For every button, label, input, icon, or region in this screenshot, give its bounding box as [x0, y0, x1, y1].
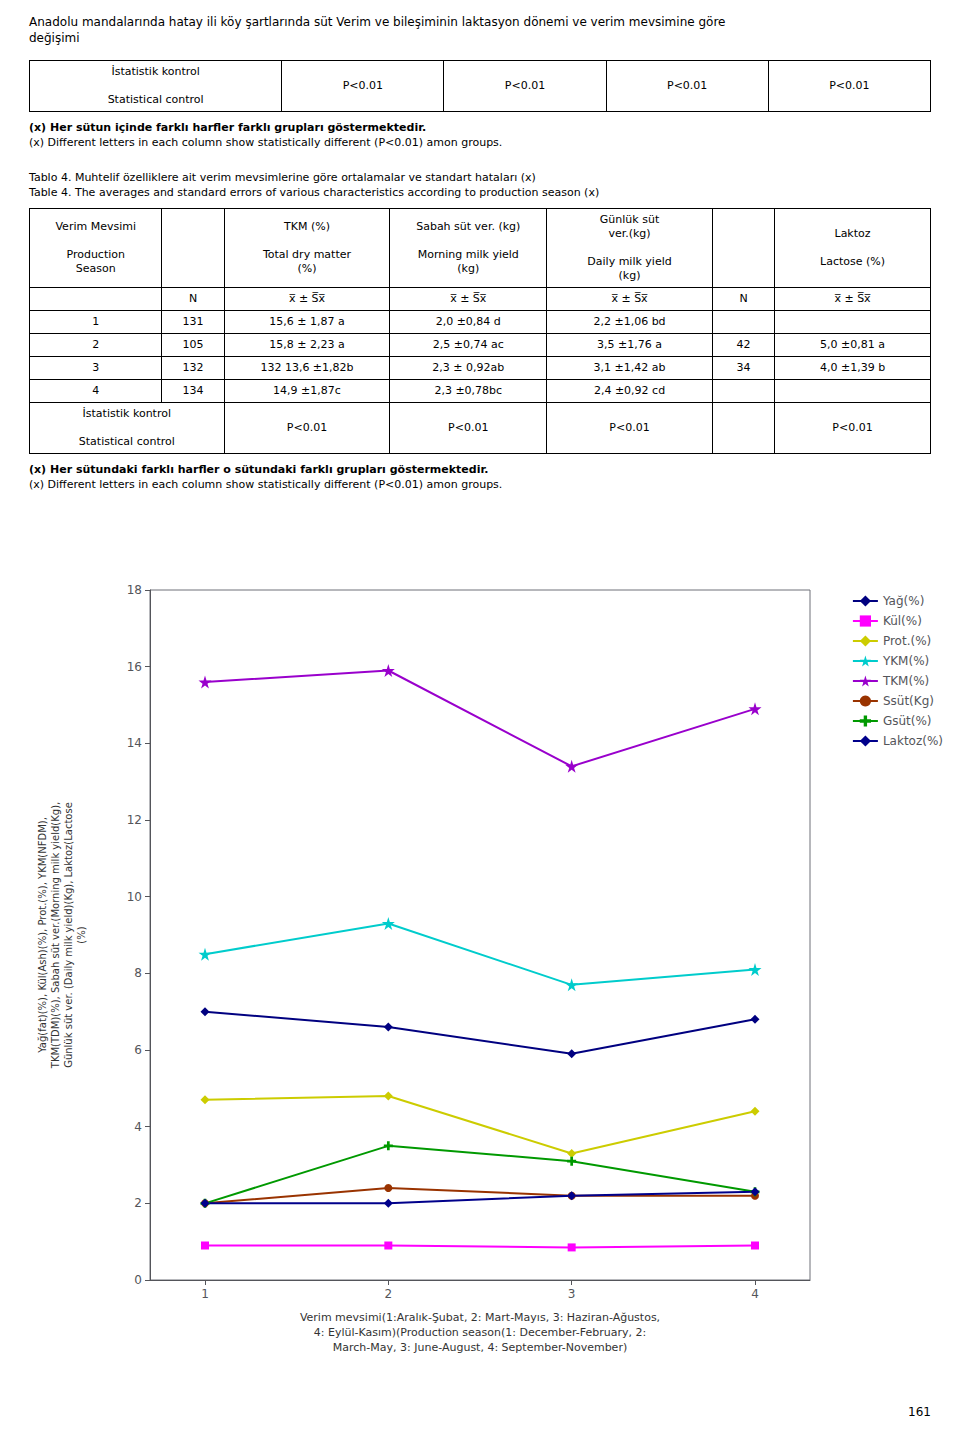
- html-text:2,3 ±0,78bc: 2,3 ±0,78bc: [434, 384, 503, 397]
- html-text:4: 4: [92, 384, 100, 397]
- html-text:x̅ ± S̅x̅: x̅ ± S̅x̅: [288, 292, 326, 305]
- html-text:Table 4. The averages and stan: Table 4. The averages and standard error…: [29, 186, 600, 199]
- svg-text:Gsüt(%): Gsüt(%): [883, 714, 932, 728]
- svg-text:18: 18: [127, 583, 142, 597]
- svg-text:Prot.(%): Prot.(%): [883, 634, 931, 648]
- html-text:Verim Mevsimi Production Seaso: Verim Mevsimi Production Season: [55, 220, 136, 275]
- html-text:P<0.01: P<0.01: [448, 421, 489, 434]
- html-text:1: 1: [92, 315, 100, 328]
- svg-text:YKM(%): YKM(%): [882, 654, 929, 668]
- svg-text:Yağ(fat)(%), Kül(Ash)(%), Prot: Yağ(fat)(%), Kül(Ash)(%), Prot.(%), YKM(…: [37, 817, 48, 1054]
- svg-text:6: 6: [134, 1043, 142, 1057]
- html-text:TKM (%) Total dry matter (%): TKM (%) Total dry matter (%): [262, 220, 351, 275]
- svg-text:Ssüt(Kg): Ssüt(Kg): [883, 694, 934, 708]
- svg-text:March-May, 3: June-August, 4:: March-May, 3: June-August, 4: September-…: [333, 1341, 627, 1354]
- svg-text:Yağ(%): Yağ(%): [882, 594, 924, 608]
- html-text:42: 42: [736, 338, 751, 351]
- html-text:2,5 ±0,74 ac: 2,5 ±0,74 ac: [432, 338, 504, 351]
- html-text:14,9 ±1,87c: 14,9 ±1,87c: [273, 384, 341, 397]
- html-text:132 13,6 ±1,82b: 132 13,6 ±1,82b: [260, 361, 354, 374]
- svg-text:TKM(TDM)(%), Sabah süt ver.(Mo: TKM(TDM)(%), Sabah süt ver.(Morning milk…: [50, 802, 61, 1069]
- html-text:3: 3: [92, 361, 100, 374]
- svg-text:4: 4: [751, 1287, 759, 1301]
- html-text:P<0.01: P<0.01: [342, 79, 383, 92]
- html-text:131: 131: [182, 315, 204, 328]
- svg-text:1: 1: [201, 1287, 209, 1301]
- html-text:(x) Her sütundaki farklı harfl: (x) Her sütundaki farklı harfler o sütun…: [29, 463, 489, 476]
- html-text:(x) Different letters in each: (x) Different letters in each column sho…: [29, 478, 503, 491]
- svg-text:2: 2: [385, 1287, 393, 1301]
- html-text:2: 2: [92, 338, 100, 351]
- svg-text:16: 16: [127, 660, 142, 674]
- html-text:P<0.01: P<0.01: [609, 421, 650, 434]
- html-text:P<0.01: P<0.01: [829, 79, 870, 92]
- html-text:132: 132: [182, 361, 204, 374]
- svg-text:3: 3: [568, 1287, 576, 1301]
- html-text:İstatistik kontrol Statistical: İstatistik kontrol Statistical control: [78, 407, 175, 448]
- svg-text:0: 0: [134, 1273, 142, 1287]
- html-text:N: N: [739, 292, 748, 305]
- svg-text:14: 14: [127, 736, 142, 750]
- html-text:4,0 ±1,39 b: 4,0 ±1,39 b: [819, 361, 886, 374]
- html-text:P<0.01: P<0.01: [504, 79, 546, 92]
- html-text:İstatistik kontrol Statistical: İstatistik kontrol Statistical control: [107, 65, 204, 106]
- svg-text:10: 10: [127, 890, 142, 904]
- html-text:3,1 ±1,42 ab: 3,1 ±1,42 ab: [593, 361, 666, 374]
- html-text:P<0.01: P<0.01: [286, 421, 328, 434]
- html-text:x̅ ± S̅x̅: x̅ ± S̅x̅: [611, 292, 648, 305]
- html-text:34: 34: [736, 361, 751, 374]
- html-text:N: N: [188, 292, 198, 305]
- html-text:(x) Her sütun içinde farklı ha: (x) Her sütun içinde farklı harfler fark…: [29, 121, 427, 134]
- svg-text:Günlük süt ver. (Daily milk yi: Günlük süt ver. (Daily milk yield)(Kg), …: [63, 802, 74, 1068]
- html-text:161: 161: [908, 1405, 931, 1419]
- html-text:P<0.01: P<0.01: [832, 421, 873, 434]
- svg-text:4: 4: [134, 1120, 142, 1134]
- html-text:Tablo 4. Muhtelif özelliklere: Tablo 4. Muhtelif özelliklere ait verim …: [29, 171, 536, 184]
- html-text:Laktoz Lactose (%): Laktoz Lactose (%): [820, 227, 885, 268]
- html-text:2,2 ±1,06 bd: 2,2 ±1,06 bd: [593, 315, 666, 328]
- html-text:15,8 ± 2,23 a: 15,8 ± 2,23 a: [269, 338, 345, 351]
- html-text:5,0 ±0,81 a: 5,0 ±0,81 a: [820, 338, 885, 351]
- html-text:2,3 ± 0,92ab: 2,3 ± 0,92ab: [432, 361, 505, 374]
- html-text:P<0.01: P<0.01: [667, 79, 708, 92]
- html-text:2,4 ±0,92 cd: 2,4 ±0,92 cd: [593, 384, 666, 397]
- html-text:134: 134: [182, 384, 204, 397]
- html-text:105: 105: [182, 338, 204, 351]
- html-text:(x) Different letters in each: (x) Different letters in each column sho…: [29, 136, 503, 149]
- svg-text:12: 12: [127, 813, 142, 827]
- svg-text:Laktoz(%): Laktoz(%): [883, 734, 943, 748]
- svg-text:Kül(%): Kül(%): [883, 614, 922, 628]
- svg-text:2: 2: [134, 1196, 142, 1210]
- html-text:2,0 ±0,84 d: 2,0 ±0,84 d: [435, 315, 501, 328]
- svg-text:8: 8: [134, 966, 142, 980]
- svg-text:TKM(%): TKM(%): [882, 674, 929, 688]
- html-text:Günlük süt ver.(kg) Daily milk: Günlük süt ver.(kg) Daily milk yield (kg…: [587, 213, 672, 282]
- html-text:Sabah süt ver. (kg) Morning mi: Sabah süt ver. (kg) Morning milk yield (…: [416, 220, 521, 275]
- svg-text:(%): (%): [76, 926, 87, 943]
- html-text:x̅ ± S̅x̅: x̅ ± S̅x̅: [450, 292, 487, 305]
- html-text:3,5 ±1,76 a: 3,5 ±1,76 a: [597, 338, 662, 351]
- html-text:15,6 ± 1,87 a: 15,6 ± 1,87 a: [269, 315, 345, 328]
- html-text:Anadolu mandalarında hatay ili: Anadolu mandalarında hatay ili köy şartl…: [29, 15, 726, 45]
- html-text:x̅ ± S̅x̅: x̅ ± S̅x̅: [834, 292, 871, 305]
- svg-text:4: Eylül-Kasım)(Production sea: 4: Eylül-Kasım)(Production season(1: Dec…: [314, 1326, 647, 1339]
- svg-text:Verim mevsimi(1:Aralık-Şubat,: Verim mevsimi(1:Aralık-Şubat, 2: Mart-Ma…: [300, 1311, 660, 1324]
